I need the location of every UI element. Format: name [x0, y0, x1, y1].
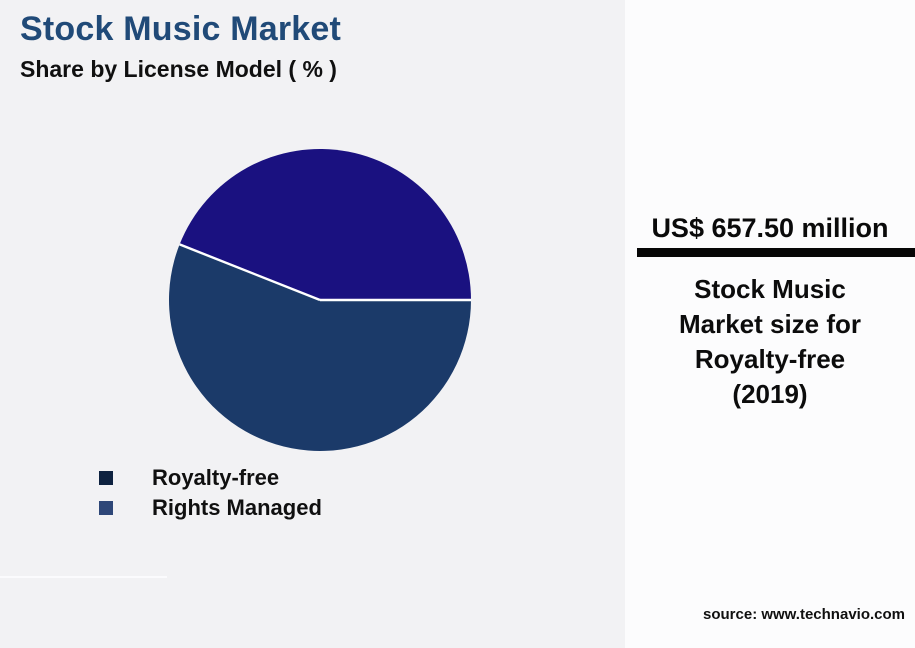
chart-legend: Royalty-free Rights Managed	[99, 463, 322, 523]
stat-value: US$ 657.50 million	[651, 213, 889, 243]
chart-area: Stock Music Market Share by License Mode…	[0, 10, 471, 578]
stat-panel: US$ 657.50 million Stock Music Market siz…	[625, 0, 915, 648]
legend-marker-icon	[99, 471, 113, 485]
stat-caption-line: (2019)	[732, 379, 808, 409]
legend-item: Royalty-free	[99, 463, 322, 493]
stat-underline-bar	[637, 248, 915, 257]
pie-slice-rights-managed	[168, 244, 471, 451]
pie-slice-royalty-free	[179, 148, 471, 300]
stat-caption-line: Royalty-free	[694, 344, 846, 374]
pie-chart	[168, 148, 471, 451]
stat-caption-line: Stock Music	[694, 274, 846, 304]
pie-slice-separator	[179, 243, 321, 302]
legend-label: Rights Managed	[152, 495, 322, 520]
legend-label: Royalty-free	[152, 465, 280, 490]
legend-item: Rights Managed	[99, 493, 322, 523]
chart-subtitle: Share by License Model ( % )	[20, 56, 337, 82]
stat-caption: Stock Music Market size for Royalty-free (2…	[625, 272, 915, 412]
legend-marker-icon	[99, 501, 113, 515]
source-text: source: www.technavio.com	[703, 606, 905, 623]
page-title: Stock Music Market	[20, 10, 342, 48]
bottom-divider-line	[0, 576, 167, 578]
stat-caption-line: Market size for	[678, 309, 862, 339]
